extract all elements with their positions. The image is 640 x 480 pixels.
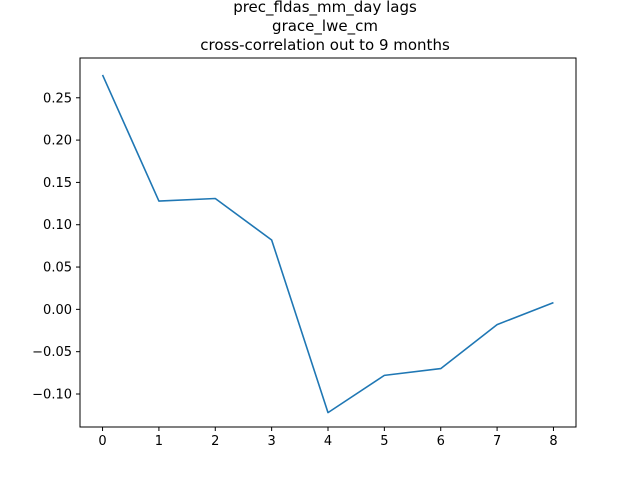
- y-tick-label: 0.00: [43, 303, 72, 318]
- x-axis: 0 1 2 3 4 5 6 7 8: [98, 427, 558, 449]
- x-tick-label: 2: [211, 434, 219, 449]
- y-tick-label: 0.15: [43, 176, 72, 191]
- x-tick-label: 8: [549, 434, 557, 449]
- y-tick-label: 0.05: [43, 261, 72, 276]
- chart-title-line-2: grace_lwe_cm: [272, 17, 378, 36]
- series-group: [101, 74, 554, 414]
- chart-title-line-3: cross-correlation out to 9 months: [200, 36, 450, 54]
- x-tick-label: 0: [98, 434, 106, 449]
- x-tick-label: 1: [155, 434, 163, 449]
- series-line-0: [101, 74, 554, 414]
- x-tick-label: 7: [493, 434, 501, 449]
- x-tick-label: 5: [380, 434, 388, 449]
- y-axis: −0.10 −0.05 0.00 0.05 0.10 0.15 0.20 0.25: [32, 91, 80, 402]
- y-tick-label: 0.10: [43, 218, 72, 233]
- x-tick-label: 4: [324, 434, 332, 449]
- y-tick-label: 0.25: [43, 91, 72, 106]
- x-tick-label: 3: [267, 434, 275, 449]
- y-tick-label: −0.10: [32, 387, 72, 402]
- chart-title-line-1: prec_fldas_mm_day lags: [233, 0, 417, 17]
- y-tick-label: −0.05: [32, 345, 72, 360]
- y-tick-label: 0.20: [43, 134, 72, 149]
- x-tick-label: 6: [437, 434, 445, 449]
- chart-title: prec_fldas_mm_day lags grace_lwe_cm cros…: [200, 0, 450, 54]
